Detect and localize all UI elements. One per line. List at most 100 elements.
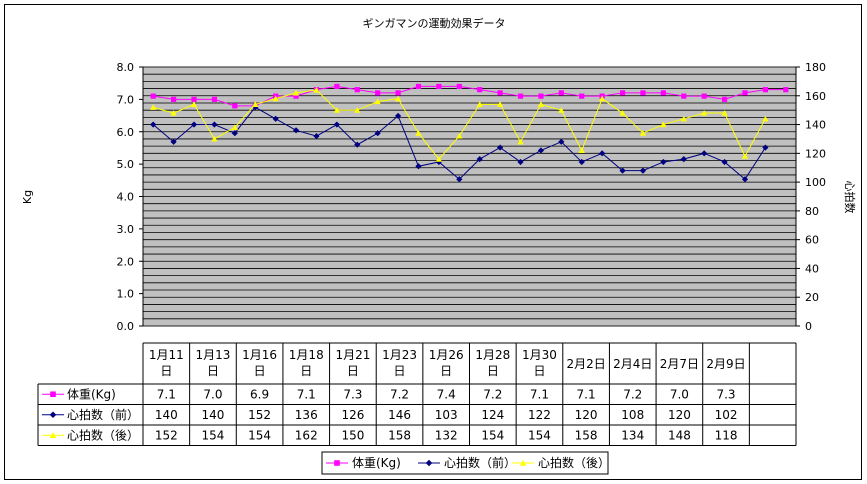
table-cell: 118 bbox=[715, 428, 738, 442]
data-point bbox=[558, 107, 565, 113]
table-header: 1月28 bbox=[475, 348, 510, 362]
legend-label: 体重(Kg) bbox=[352, 456, 401, 470]
data-point bbox=[640, 90, 646, 96]
table-row-label: 体重(Kg) bbox=[42, 387, 116, 401]
data-point bbox=[701, 109, 708, 116]
table-header: 2月9日 bbox=[706, 357, 745, 371]
table-cell: 150 bbox=[341, 428, 364, 442]
data-point bbox=[701, 150, 708, 157]
series-1 bbox=[150, 104, 769, 183]
legend-label: 心拍数（前） bbox=[444, 455, 516, 470]
data-point bbox=[333, 121, 340, 128]
data-point bbox=[435, 155, 442, 162]
data-point bbox=[742, 90, 748, 96]
y2-tick-label: 40 bbox=[805, 262, 819, 275]
table-cell: 7.0 bbox=[203, 387, 222, 401]
row-label: 心拍数（前） bbox=[67, 407, 139, 422]
data-point bbox=[232, 103, 238, 109]
data-point bbox=[170, 109, 177, 116]
table-cell: 7.3 bbox=[716, 387, 735, 401]
table-cell: 134 bbox=[621, 428, 644, 442]
y-tick-label: 4.0 bbox=[117, 191, 135, 204]
data-point bbox=[599, 95, 606, 102]
table-cell: 120 bbox=[575, 408, 598, 422]
data-point bbox=[476, 155, 483, 163]
data-point bbox=[721, 96, 728, 102]
data-point bbox=[497, 101, 504, 108]
data-point bbox=[456, 83, 462, 90]
table-cell: 7.0 bbox=[670, 387, 689, 401]
data-point bbox=[497, 90, 503, 96]
series-2 bbox=[150, 86, 769, 162]
data-point bbox=[619, 167, 626, 174]
data-point bbox=[538, 93, 544, 99]
table-header: 1月11 bbox=[149, 348, 184, 362]
data-point bbox=[374, 130, 381, 137]
table-cell: 136 bbox=[295, 408, 318, 422]
data-point bbox=[517, 93, 524, 99]
table-header: 日 bbox=[487, 364, 499, 378]
table-cell: 126 bbox=[341, 408, 364, 422]
data-point bbox=[762, 87, 768, 93]
table-cell: 108 bbox=[621, 408, 644, 422]
data-point bbox=[721, 158, 728, 166]
data-point bbox=[272, 115, 279, 122]
table-cell: 154 bbox=[481, 428, 504, 442]
data-point bbox=[783, 87, 789, 93]
data-point bbox=[537, 101, 545, 108]
table-header: 1月30 bbox=[522, 348, 557, 362]
data-point bbox=[558, 90, 564, 96]
data-point bbox=[762, 144, 769, 151]
data-point bbox=[252, 101, 259, 108]
chart-title: ギンガマンの運動効果データ bbox=[363, 16, 506, 30]
table-header: 1月26 bbox=[429, 348, 464, 362]
data-point bbox=[436, 83, 442, 90]
data-point bbox=[374, 98, 381, 105]
legend-item: 心拍数（前） bbox=[418, 455, 516, 470]
legend-marker bbox=[425, 459, 433, 467]
table-row-label: 心拍数（前） bbox=[42, 407, 139, 422]
data-point bbox=[211, 121, 218, 128]
table-cell: 6.9 bbox=[250, 387, 269, 401]
table-cell: 122 bbox=[528, 408, 551, 422]
y-tick-label: 6.0 bbox=[117, 126, 135, 139]
data-point bbox=[660, 121, 667, 128]
table-cell: 7.2 bbox=[623, 387, 642, 401]
data-point bbox=[150, 121, 157, 128]
y2-tick-label: 160 bbox=[805, 90, 826, 103]
y-tick-label: 7.0 bbox=[117, 93, 135, 106]
table-header: 日 bbox=[347, 364, 359, 378]
table-cell: 154 bbox=[248, 428, 271, 442]
table-cell: 7.1 bbox=[577, 387, 596, 401]
data-point bbox=[150, 104, 157, 110]
data-point bbox=[292, 127, 300, 134]
table-cell: 120 bbox=[668, 408, 691, 422]
legend-item: 体重(Kg) bbox=[326, 456, 401, 470]
data-point bbox=[394, 112, 402, 120]
data-point bbox=[639, 167, 647, 174]
data-point bbox=[313, 86, 320, 93]
data-point bbox=[415, 163, 422, 170]
data-point bbox=[354, 107, 361, 113]
table-header: 日 bbox=[394, 364, 406, 378]
legend-marker bbox=[519, 459, 527, 466]
y2-tick-label: 120 bbox=[805, 147, 826, 160]
data-point bbox=[272, 95, 279, 102]
data-point bbox=[354, 87, 360, 93]
data-point bbox=[762, 115, 769, 122]
table-cell: 102 bbox=[715, 408, 738, 422]
series-line bbox=[153, 85, 786, 107]
data-point bbox=[190, 121, 198, 128]
table-header: 2月7日 bbox=[660, 357, 699, 371]
data-point bbox=[741, 153, 749, 159]
table-header: 日 bbox=[300, 364, 312, 378]
legend: 体重(Kg) 心拍数（前） 心拍数（後） bbox=[321, 451, 610, 475]
y2-tick-label: 100 bbox=[805, 176, 826, 189]
data-point bbox=[558, 138, 565, 145]
table-cell: 140 bbox=[202, 408, 225, 422]
table-cell: 158 bbox=[575, 428, 598, 442]
table-header: 日 bbox=[160, 364, 172, 378]
data-point bbox=[231, 130, 238, 137]
y2-tick-label: 0 bbox=[805, 320, 812, 333]
table-cell: 162 bbox=[295, 428, 318, 442]
